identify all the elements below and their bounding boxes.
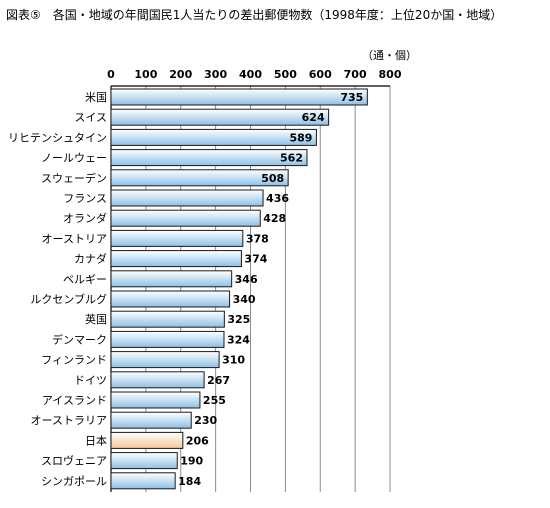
bar bbox=[110, 310, 225, 328]
x-tick-label: 100 bbox=[134, 68, 157, 81]
category-label: スウェーデン bbox=[41, 171, 107, 185]
value-label: 378 bbox=[246, 232, 269, 245]
bar bbox=[110, 128, 317, 146]
category-label: デンマーク bbox=[52, 332, 107, 346]
value-label: 340 bbox=[233, 293, 256, 306]
value-label: 624 bbox=[302, 111, 325, 124]
x-tick-label: 600 bbox=[309, 68, 332, 81]
value-label: 508 bbox=[261, 172, 284, 185]
value-label: 324 bbox=[227, 333, 250, 346]
bar bbox=[110, 229, 244, 247]
bar bbox=[110, 391, 201, 409]
bar bbox=[110, 169, 289, 187]
value-label: 310 bbox=[222, 354, 245, 367]
x-tick-label: 300 bbox=[204, 68, 227, 81]
x-tick-label: 800 bbox=[379, 68, 402, 81]
unit-label: （通・個） bbox=[362, 49, 417, 62]
bar bbox=[110, 371, 205, 389]
value-label: 255 bbox=[203, 394, 226, 407]
labels: 0 100 200 300 400 500 600 700 800 米国 735 スイス 624 リヒテン… bbox=[8, 68, 402, 488]
category-label: スイス bbox=[74, 111, 107, 124]
value-label: 589 bbox=[289, 131, 312, 144]
bar bbox=[110, 270, 233, 288]
value-label: 562 bbox=[280, 152, 303, 165]
category-label: フィンランド bbox=[41, 354, 107, 367]
value-label: 346 bbox=[235, 273, 258, 286]
category-label: シンガポール bbox=[41, 475, 107, 488]
value-label: 190 bbox=[180, 455, 203, 468]
x-tick-label: 700 bbox=[344, 68, 367, 81]
x-tick-label: 0 bbox=[107, 68, 115, 81]
category-label: オランダ bbox=[63, 211, 107, 225]
bar bbox=[110, 472, 176, 490]
bar bbox=[110, 108, 330, 126]
category-label: オーストリア bbox=[42, 232, 107, 245]
bar-highlight bbox=[110, 431, 184, 449]
value-label: 735 bbox=[340, 91, 363, 104]
x-tick-label: 400 bbox=[239, 68, 262, 81]
category-label: フランス bbox=[63, 192, 107, 205]
category-label: アイスランド bbox=[42, 394, 107, 407]
value-label: 230 bbox=[194, 414, 217, 427]
value-label: 267 bbox=[207, 374, 230, 387]
x-tick-label: 200 bbox=[169, 68, 192, 81]
bar bbox=[110, 330, 225, 348]
bar bbox=[110, 209, 261, 227]
bar bbox=[110, 351, 220, 369]
category-label: ドイツ bbox=[74, 374, 107, 387]
bar bbox=[110, 189, 264, 207]
x-tick-label: 500 bbox=[274, 68, 297, 81]
value-label: 428 bbox=[263, 212, 286, 225]
category-label: オーストラリア bbox=[31, 414, 107, 427]
category-label: 日本 bbox=[85, 433, 107, 447]
category-label: 米国 bbox=[85, 91, 107, 104]
value-label: 325 bbox=[227, 313, 250, 326]
grid-lines bbox=[145, 86, 391, 492]
bar bbox=[110, 88, 368, 106]
bar bbox=[110, 250, 242, 268]
chart-title: 図表⑤ 各国・地域の年間国民1人当たりの差出郵便物数（1998年度：上位20か国… bbox=[6, 8, 503, 22]
value-label: 184 bbox=[178, 475, 201, 488]
category-label: カナダ bbox=[74, 252, 107, 266]
category-label: スロヴェニア bbox=[41, 454, 107, 468]
category-label: ベルギー bbox=[63, 273, 107, 286]
category-label: ノールウェー bbox=[41, 152, 107, 165]
category-label: リヒテンシュタイン bbox=[8, 131, 107, 144]
bars bbox=[110, 88, 368, 490]
bar bbox=[110, 290, 231, 308]
value-label: 374 bbox=[244, 253, 267, 266]
category-label: 英国 bbox=[85, 312, 107, 326]
value-label: 206 bbox=[186, 434, 209, 447]
bar bbox=[110, 411, 192, 429]
category-label: ルクセンブルグ bbox=[30, 292, 107, 306]
bar bbox=[110, 149, 308, 167]
value-label: 436 bbox=[266, 192, 289, 205]
bar bbox=[110, 452, 178, 470]
